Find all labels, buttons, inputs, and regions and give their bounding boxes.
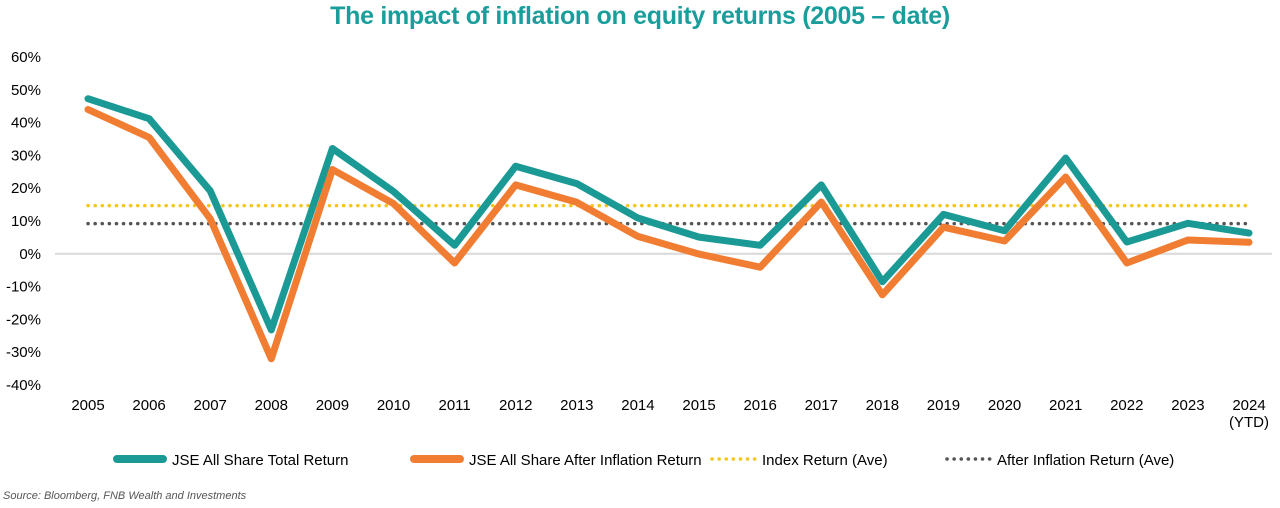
x-tick-label: 2010 xyxy=(377,397,410,414)
x-tick-label: 2016 xyxy=(743,397,776,414)
legend-label: Index Return (Ave) xyxy=(762,452,888,469)
x-tick-label: 2019 xyxy=(927,397,960,414)
chart-title: The impact of inflation on equity return… xyxy=(330,2,950,30)
x-tick-label: 2007 xyxy=(194,397,227,414)
x-tick-label: 2024 xyxy=(1232,397,1265,414)
y-tick-label: 50% xyxy=(11,82,41,99)
source-note: Source: Bloomberg, FNB Wealth and Invest… xyxy=(3,490,247,502)
series-line-jse-all-share-after-inflation-return xyxy=(84,106,1253,363)
x-tick-label: 2009 xyxy=(316,397,349,414)
x-tick-label: 2017 xyxy=(805,397,838,414)
x-tick-label: 2008 xyxy=(255,397,288,414)
y-tick-label: 40% xyxy=(11,115,41,132)
legend: JSE All Share Total Return JSE All Share … xyxy=(113,452,1174,469)
x-tick-label: 2022 xyxy=(1110,397,1143,414)
series-layer xyxy=(84,95,1253,363)
x-tick-label: 2015 xyxy=(682,397,715,414)
y-tick-label: 30% xyxy=(11,147,41,164)
x-tick-label: 2023 xyxy=(1171,397,1204,414)
x-tick-label: 2020 xyxy=(988,397,1021,414)
y-tick-label: 20% xyxy=(11,180,41,197)
y-tick-label: 0% xyxy=(19,246,41,263)
series-line-jse-all-share-total-return xyxy=(84,95,1253,334)
x-axis: 2005 2006 2007 2008 2009 2010 2011 2012 2013 2014… xyxy=(71,397,1269,431)
y-tick-label: -10% xyxy=(6,279,41,296)
x-tick-label: 2018 xyxy=(866,397,899,414)
y-tick-label: -20% xyxy=(6,311,41,328)
y-tick-label: 60% xyxy=(11,49,41,66)
x-tick-label: 2013 xyxy=(560,397,593,414)
x-tick-label: (YTD) xyxy=(1229,414,1269,431)
x-tick-label: 2012 xyxy=(499,397,532,414)
legend-label: JSE All Share Total Return xyxy=(172,452,348,469)
x-tick-label: 2011 xyxy=(438,397,470,414)
x-tick-label: 2006 xyxy=(132,397,165,414)
x-tick-label: 2014 xyxy=(621,397,654,414)
legend-label: JSE All Share After Inflation Return xyxy=(469,452,702,469)
y-tick-label: -40% xyxy=(6,377,41,394)
legend-label: After Inflation Return (Ave) xyxy=(997,452,1174,469)
x-tick-label: 2005 xyxy=(71,397,104,414)
y-tick-label: -30% xyxy=(6,344,41,361)
x-tick-label: 2021 xyxy=(1049,397,1082,414)
y-axis: 60% 50% 40% 30% 20% 10% 0% -10% -20% -30% -40% xyxy=(6,49,41,394)
y-tick-label: 10% xyxy=(11,213,41,230)
